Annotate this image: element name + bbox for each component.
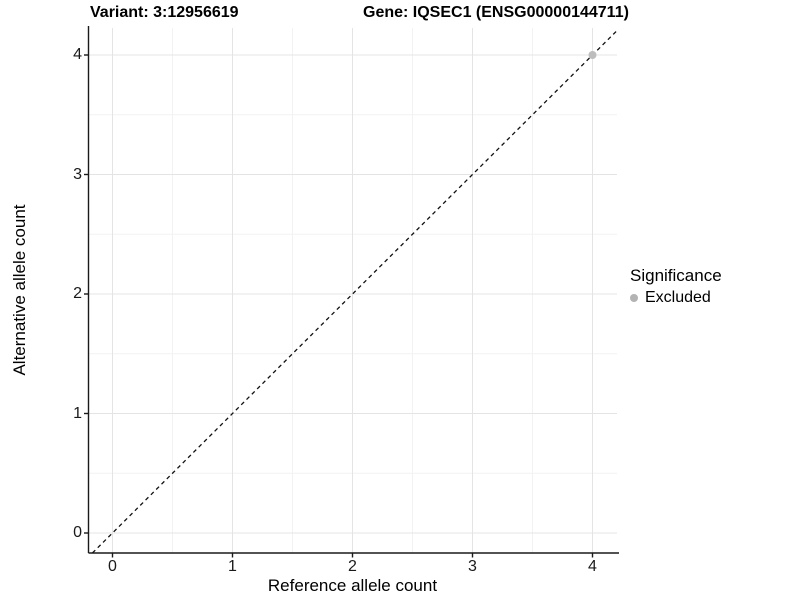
legend-item-label: Excluded (645, 289, 711, 306)
data-point-excluded (588, 51, 597, 59)
legend-items: Excluded (630, 289, 722, 307)
legend: Significance Excluded (630, 266, 722, 307)
x-tick-label: 2 (348, 558, 357, 575)
y-tick-label: 0 (73, 524, 82, 541)
y-tick-label: 1 (73, 404, 82, 422)
gene-title: Gene: IQSEC1 (ENSG00000144711) (363, 4, 629, 21)
legend-title: Significance (630, 266, 722, 285)
identity-line (91, 30, 618, 554)
x-tick-label: 4 (588, 558, 597, 575)
legend-item-excluded: Excluded (630, 289, 722, 307)
x-tick-label: 1 (228, 558, 237, 575)
legend-key-dot-icon (630, 294, 638, 302)
y-axis-title: Alternative allele count (10, 204, 29, 376)
y-tick-label: 4 (73, 46, 82, 63)
x-axis-title: Reference allele count (267, 576, 438, 595)
x-tick-label: 3 (468, 558, 477, 575)
x-tick-label: 0 (108, 558, 117, 575)
y-tick-label: 3 (73, 165, 82, 183)
y-tick-label: 2 (73, 285, 82, 302)
variant-title: Variant: 3:12956619 (90, 4, 239, 21)
